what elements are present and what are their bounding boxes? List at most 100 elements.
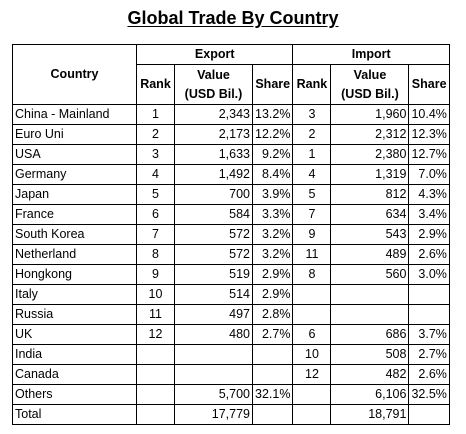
- cell-import-rank: [292, 404, 332, 425]
- cell-import-share: 2.6%: [408, 364, 450, 385]
- cell-import-share: 4.3%: [408, 184, 450, 205]
- cell-country: Netherland: [12, 244, 137, 265]
- cell-import-rank: 1: [292, 144, 332, 165]
- header-import-value: Value (USD Bil.): [330, 64, 410, 105]
- table-row: France 6 584 3.3% 7 634 3.4%: [12, 204, 450, 225]
- header-import-rank: Rank: [292, 64, 332, 105]
- cell-import-value: 482: [330, 364, 410, 385]
- cell-import-rank: [292, 304, 332, 325]
- cell-country: France: [12, 204, 137, 225]
- header-import-value-line1: Value: [353, 67, 387, 82]
- cell-country: USA: [12, 144, 137, 165]
- cell-import-share: 12.3%: [408, 124, 450, 145]
- cell-export-value: 17,779: [174, 404, 253, 425]
- table-header: Country Export Import Rank Value (USD Bi…: [12, 44, 450, 105]
- table-row: Total 17,779 18,791: [12, 404, 450, 425]
- table-row: Canada 12 482 2.6%: [12, 364, 450, 385]
- table-row: UK 12 480 2.7% 6 686 3.7%: [12, 324, 450, 345]
- cell-import-rank: 11: [292, 244, 332, 265]
- cell-export-rank: 2: [136, 124, 175, 145]
- title-text: Global Trade By Country: [127, 8, 339, 28]
- cell-import-value: 2,312: [330, 124, 410, 145]
- cell-export-share: [251, 344, 294, 365]
- cell-export-share: 8.4%: [251, 164, 294, 185]
- cell-export-rank: 10: [136, 284, 175, 305]
- cell-import-share: [408, 284, 450, 305]
- cell-export-share: [251, 364, 294, 385]
- cell-import-rank: 4: [292, 164, 332, 185]
- cell-country: South Korea: [12, 224, 137, 245]
- cell-import-share: 10.4%: [408, 104, 450, 125]
- page-title: Global Trade By Country: [0, 8, 466, 29]
- cell-export-rank: [136, 344, 175, 365]
- cell-export-value: 514: [174, 284, 253, 305]
- header-export-value-line1: Value: [197, 67, 230, 82]
- cell-export-rank: 9: [136, 264, 175, 285]
- header-import-value-line2: (USD Bil.): [341, 86, 399, 101]
- cell-country: Russia: [12, 304, 137, 325]
- cell-import-value: 1,319: [330, 164, 410, 185]
- cell-import-rank: 7: [292, 204, 332, 225]
- cell-export-share: 13.2%: [251, 104, 294, 125]
- cell-import-value: 6,106: [330, 384, 410, 405]
- cell-export-share: 3.9%: [251, 184, 294, 205]
- cell-export-share: 2.9%: [251, 284, 294, 305]
- cell-country: Hongkong: [12, 264, 137, 285]
- cell-export-share: 2.8%: [251, 304, 294, 325]
- cell-export-rank: 5: [136, 184, 175, 205]
- cell-export-value: 5,700: [174, 384, 253, 405]
- header-export-value-line2: (USD Bil.): [184, 86, 243, 101]
- cell-export-share: 32.1%: [251, 384, 294, 405]
- cell-export-value: 700: [174, 184, 253, 205]
- cell-country: UK: [12, 324, 137, 345]
- table-row: Hongkong 9 519 2.9% 8 560 3.0%: [12, 264, 450, 285]
- cell-export-rank: 8: [136, 244, 175, 265]
- cell-import-rank: 10: [292, 344, 332, 365]
- cell-import-share: 3.0%: [408, 264, 450, 285]
- cell-export-share: 3.2%: [251, 224, 294, 245]
- cell-import-value: 18,791: [330, 404, 410, 425]
- cell-import-share: 2.9%: [408, 224, 450, 245]
- cell-import-share: 3.7%: [408, 324, 450, 345]
- table-row: India 10 508 2.7%: [12, 344, 450, 365]
- table-row: Others 5,700 32.1% 6,106 32.5%: [12, 384, 450, 405]
- cell-export-value: 572: [174, 244, 253, 265]
- cell-import-rank: 9: [292, 224, 332, 245]
- cell-import-value: [330, 284, 410, 305]
- cell-country: China - Mainland: [12, 104, 137, 125]
- cell-export-rank: 12: [136, 324, 175, 345]
- cell-export-share: [251, 404, 294, 425]
- table-row: China - Mainland 1 2,343 13.2% 3 1,960 10.4%: [12, 104, 450, 125]
- table-row: Italy 10 514 2.9%: [12, 284, 450, 305]
- header-export-share: Share: [251, 64, 294, 105]
- cell-export-value: 2,343: [174, 104, 253, 125]
- cell-export-value: 2,173: [174, 124, 253, 145]
- header-country: Country: [12, 44, 137, 105]
- cell-export-value: 572: [174, 224, 253, 245]
- cell-country: India: [12, 344, 137, 365]
- cell-import-share: 2.6%: [408, 244, 450, 265]
- cell-export-value: [174, 344, 253, 365]
- header-export-rank: Rank: [136, 64, 175, 105]
- cell-import-value: 508: [330, 344, 410, 365]
- cell-import-share: 7.0%: [408, 164, 450, 185]
- table-row: Japan 5 700 3.9% 5 812 4.3%: [12, 184, 450, 205]
- table-row: USA 3 1,633 9.2% 1 2,380 12.7%: [12, 144, 450, 165]
- cell-import-rank: [292, 284, 332, 305]
- cell-export-rank: 6: [136, 204, 175, 225]
- table-row: Russia 11 497 2.8%: [12, 304, 450, 325]
- cell-country: Japan: [12, 184, 137, 205]
- cell-export-share: 3.3%: [251, 204, 294, 225]
- cell-export-rank: 1: [136, 104, 175, 125]
- cell-country: Germany: [12, 164, 137, 185]
- cell-import-share: 3.4%: [408, 204, 450, 225]
- cell-export-rank: 11: [136, 304, 175, 325]
- cell-import-share: 2.7%: [408, 344, 450, 365]
- cell-export-share: 3.2%: [251, 244, 294, 265]
- cell-import-share: [408, 404, 450, 425]
- table-body: China - Mainland 1 2,343 13.2% 3 1,960 10.4% Eu…: [12, 104, 450, 425]
- cell-import-share: [408, 304, 450, 325]
- cell-export-value: 584: [174, 204, 253, 225]
- cell-import-share: 12.7%: [408, 144, 450, 165]
- cell-import-value: 812: [330, 184, 410, 205]
